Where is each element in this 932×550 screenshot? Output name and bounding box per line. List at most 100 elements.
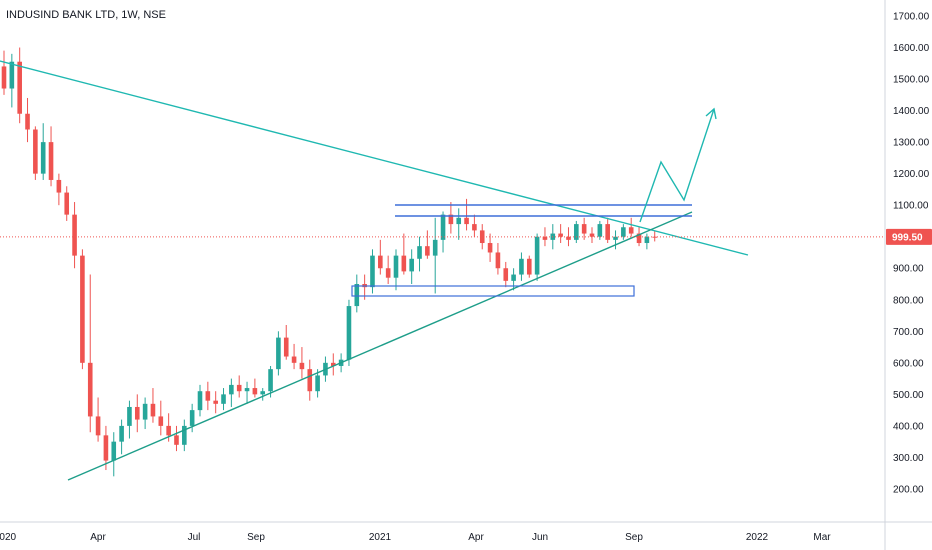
time-tick-label: 2020 <box>0 532 17 543</box>
candle <box>644 233 650 250</box>
candle <box>574 220 579 244</box>
price-tick-label: 1700.00 <box>893 12 930 23</box>
price-tick-label: 1500.00 <box>893 75 930 86</box>
chart-title: INDUSIND BANK LTD, 1W, NSE <box>6 9 166 21</box>
candle <box>1 50 7 95</box>
candle <box>276 331 281 376</box>
candle <box>448 202 454 234</box>
time-tick-label: Apr <box>468 532 484 543</box>
candle <box>252 378 258 398</box>
candle <box>9 53 15 108</box>
candle <box>307 359 313 401</box>
candle <box>229 378 234 407</box>
candle <box>205 381 211 411</box>
price-tick-label: 900.00 <box>893 264 924 275</box>
price-tick-label: 400.00 <box>893 421 924 432</box>
candle <box>652 230 658 242</box>
time-tick-label: 2021 <box>369 532 392 543</box>
ascending-support-line[interactable] <box>67 211 693 481</box>
candles-layer <box>1 47 658 477</box>
candle <box>519 252 524 281</box>
candle <box>25 97 30 143</box>
candle <box>299 347 305 379</box>
candle <box>111 432 117 477</box>
candle <box>291 343 297 370</box>
candle <box>378 239 383 275</box>
candle <box>182 419 187 452</box>
time-tick-label: Sep <box>625 532 643 543</box>
candle <box>330 353 336 376</box>
candle <box>56 173 62 206</box>
candle <box>72 202 77 269</box>
candle <box>283 324 289 360</box>
candle <box>409 249 414 285</box>
candle <box>213 391 218 414</box>
candle <box>479 224 485 250</box>
candle <box>401 233 407 275</box>
candle <box>244 381 250 404</box>
price-tick-label: 1400.00 <box>893 106 930 117</box>
candle <box>417 236 422 272</box>
candle <box>605 217 610 244</box>
candle <box>260 388 266 401</box>
descending-trendline[interactable] <box>0 60 749 256</box>
candle <box>511 268 516 291</box>
candle <box>33 126 38 180</box>
candle <box>581 217 587 240</box>
candle <box>119 419 124 455</box>
drawings-layer[interactable] <box>0 60 749 481</box>
time-tick-label: Mar <box>813 532 831 543</box>
time-tick-label: Jul <box>188 532 201 543</box>
price-tick-label: 1200.00 <box>893 169 930 180</box>
candle <box>142 397 148 430</box>
price-tick-label: 600.00 <box>893 358 924 369</box>
candle <box>80 249 85 370</box>
time-tick-label: Jun <box>532 532 548 543</box>
candle <box>87 274 93 433</box>
candle <box>40 123 46 180</box>
candle <box>432 217 438 294</box>
projection-arrowhead <box>705 107 717 120</box>
candle <box>64 186 70 221</box>
candle <box>613 230 618 250</box>
candle <box>558 224 563 244</box>
candle <box>526 255 532 278</box>
candle <box>189 403 195 433</box>
support-zone-box[interactable] <box>351 285 635 297</box>
price-tick-label: 500.00 <box>893 390 924 401</box>
time-tick-label: 2022 <box>746 532 769 543</box>
projection-path[interactable] <box>639 108 715 223</box>
candle <box>495 243 501 275</box>
time-tick-label: Sep <box>247 532 265 543</box>
price-tick-label: 700.00 <box>893 327 924 338</box>
last-price-badge: 999.50 <box>886 228 932 245</box>
time-axis[interactable]: 2020 Apr Jul Sep 2021 Apr Jun Sep 2022 Mar <box>0 532 831 543</box>
price-tick-label: 1300.00 <box>893 138 930 149</box>
candle <box>472 214 477 237</box>
candle <box>103 425 109 471</box>
candle <box>127 400 132 439</box>
candle <box>621 224 626 240</box>
candle <box>503 261 509 288</box>
candle <box>134 394 140 433</box>
candle <box>95 397 101 442</box>
candle <box>221 388 226 411</box>
candle <box>150 388 156 423</box>
price-axis[interactable]: 1700.00 1600.00 1500.00 1400.00 1300.00 1200.… <box>893 12 930 496</box>
candle <box>346 299 352 366</box>
price-tick-label: 1600.00 <box>893 43 930 54</box>
candle <box>174 425 179 452</box>
price-tick-label: 200.00 <box>893 484 924 495</box>
candle <box>487 233 493 262</box>
candle <box>542 227 548 247</box>
candle <box>354 274 360 313</box>
price-tick-label: 300.00 <box>893 453 924 464</box>
candle <box>315 369 320 398</box>
price-tick-label: 800.00 <box>893 295 924 306</box>
candle <box>628 217 634 237</box>
candle <box>17 47 22 124</box>
candle <box>589 227 595 244</box>
candle <box>197 384 203 417</box>
